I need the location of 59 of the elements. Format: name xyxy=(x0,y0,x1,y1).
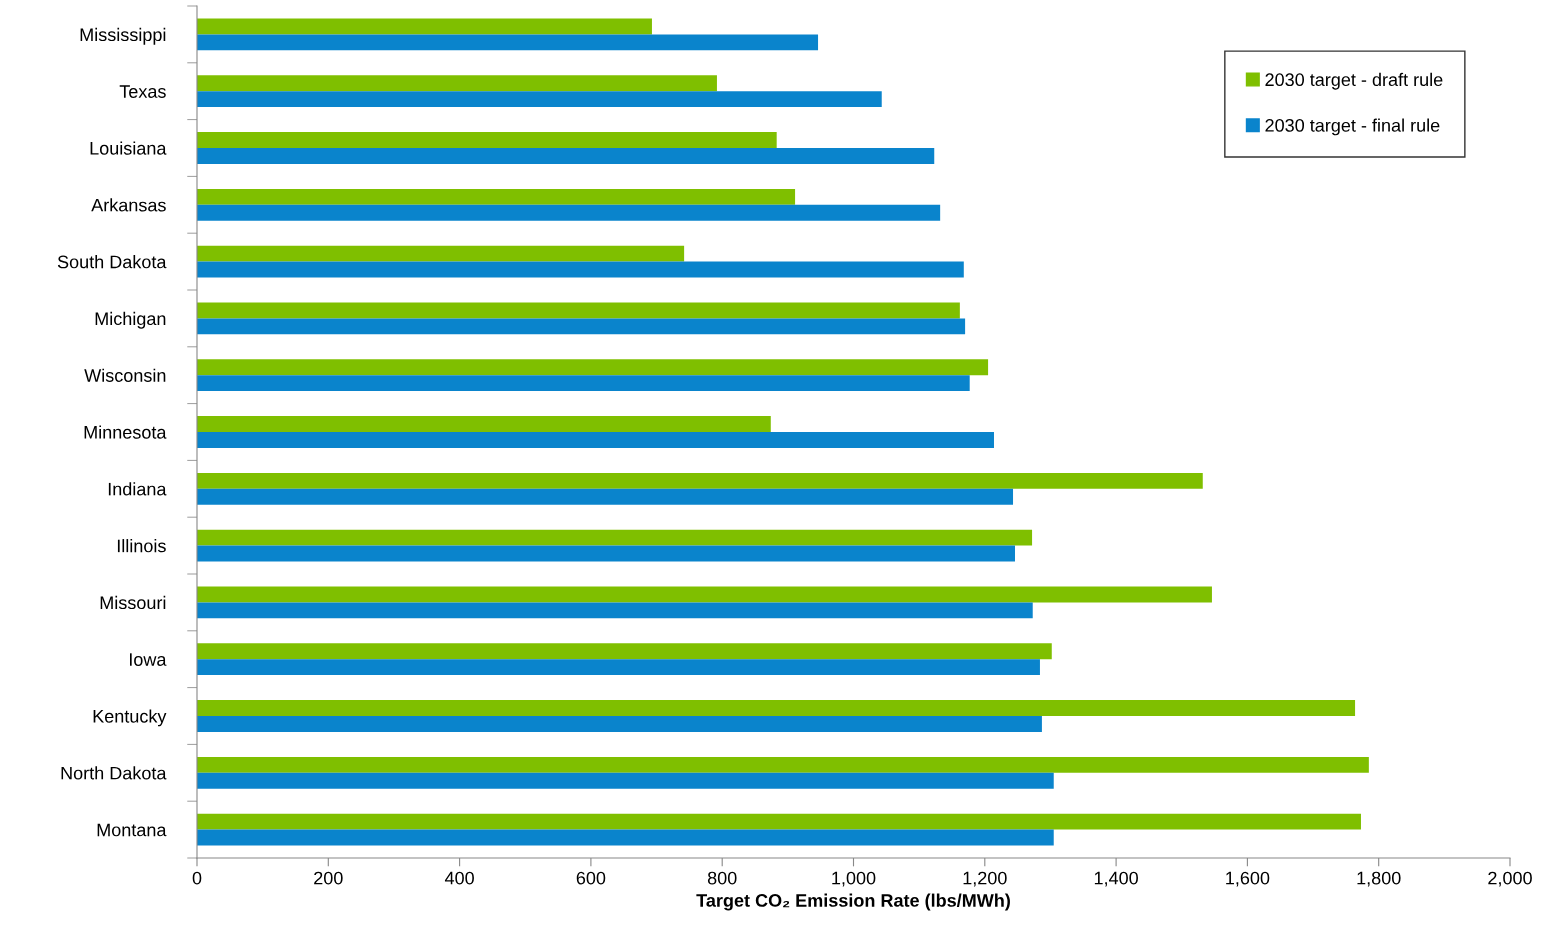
x-axis-title: Target CO₂ Emission Rate (lbs/MWh) xyxy=(696,893,1010,911)
bar xyxy=(197,488,1014,505)
bar xyxy=(197,472,1203,489)
y-tick-label: Indiana xyxy=(108,482,167,496)
bar xyxy=(197,188,796,205)
y-tick-label: North Dakota xyxy=(61,766,167,780)
x-tick-label: 2,000 xyxy=(1488,871,1532,887)
y-tick-label: Kentucky xyxy=(93,709,167,727)
bar xyxy=(197,545,1015,562)
bar xyxy=(197,643,1052,660)
bar xyxy=(197,18,652,35)
bar xyxy=(197,716,1042,732)
y-tick-label: Iowa xyxy=(129,653,167,666)
bar xyxy=(197,318,966,335)
x-tick-label: 1,600 xyxy=(1226,871,1270,887)
bar xyxy=(197,132,777,148)
bar xyxy=(197,375,970,392)
x-tick-label: 600 xyxy=(576,871,606,885)
bar xyxy=(197,700,1356,716)
bar xyxy=(197,586,1212,603)
bar xyxy=(197,602,1033,619)
x-tick-label: 1,800 xyxy=(1357,871,1401,887)
y-tick-label: Missouri xyxy=(100,595,166,610)
legend-label: 2030 target - final rule xyxy=(1265,118,1440,136)
bar xyxy=(197,148,935,164)
y-tick-label: South Dakota xyxy=(57,255,167,269)
x-tick-label: 400 xyxy=(444,871,474,885)
bar xyxy=(197,261,964,278)
y-tick-label: Montana xyxy=(97,823,167,837)
bar xyxy=(197,829,1054,846)
bar xyxy=(197,91,882,108)
x-tick-label: 800 xyxy=(707,871,737,885)
bar xyxy=(197,772,1054,789)
bar xyxy=(197,756,1369,773)
bar xyxy=(197,302,960,319)
x-tick-label: 1,000 xyxy=(832,871,876,887)
bar xyxy=(197,359,989,376)
x-tick-label: 200 xyxy=(314,871,343,885)
y-tick-label: Illinois xyxy=(117,539,166,553)
bar xyxy=(197,416,771,432)
bar xyxy=(197,34,819,51)
legend-label: 2030 target - draft rule xyxy=(1265,72,1443,90)
y-tick-label: Arkansas xyxy=(91,198,166,212)
bar xyxy=(197,432,994,448)
x-tick-label: 0 xyxy=(192,871,202,885)
bar xyxy=(197,204,941,221)
x-tick-label: 1,400 xyxy=(1094,871,1138,887)
y-tick-label: Mississippi xyxy=(80,27,166,45)
bar xyxy=(197,659,1040,676)
bar xyxy=(197,75,717,92)
y-tick-label: Wisconsin xyxy=(84,368,166,382)
y-tick-label: Texas xyxy=(119,85,166,98)
x-tick-label: 1,200 xyxy=(963,871,1007,887)
bar xyxy=(197,529,1033,546)
bar xyxy=(197,245,685,262)
y-tick-label: Louisiana xyxy=(90,141,167,155)
bar xyxy=(197,813,1361,830)
y-tick-label: Michigan xyxy=(95,311,166,329)
y-tick-label: Minnesota xyxy=(84,425,167,439)
